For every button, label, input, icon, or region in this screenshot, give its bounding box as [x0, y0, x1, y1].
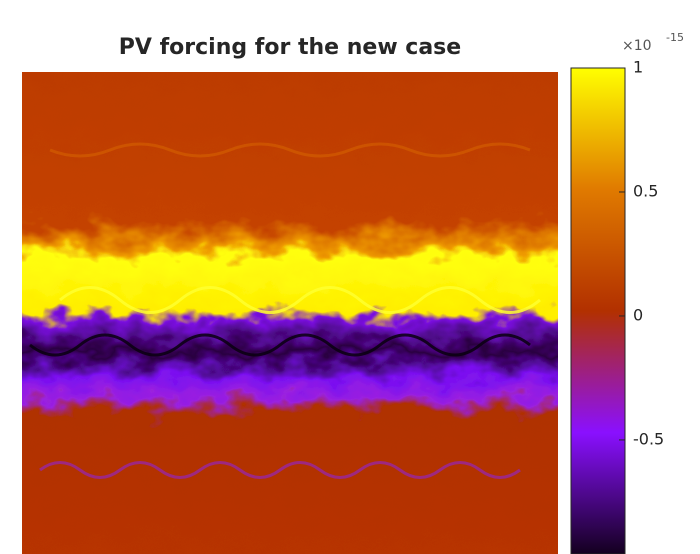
colorbar-exponent: -15 — [666, 31, 684, 44]
chart-title: PV forcing for the new case — [119, 35, 461, 60]
colorbar-tick-label: 0.5 — [633, 181, 658, 200]
colorbar-multiplier: ×10 — [622, 38, 652, 54]
chart: PV forcing for the new case 1 0.5 0 -0.5 ×1… — [0, 0, 700, 554]
colorbar: 1 0.5 0 -0.5 — [571, 58, 664, 554]
colorbar-body — [571, 68, 625, 554]
colorbar-tick-label: 1 — [633, 58, 643, 77]
colorbar-tick-label: 0 — [633, 305, 643, 324]
heatmap-field — [0, 50, 580, 554]
colorbar-tick-label: -0.5 — [633, 429, 664, 448]
